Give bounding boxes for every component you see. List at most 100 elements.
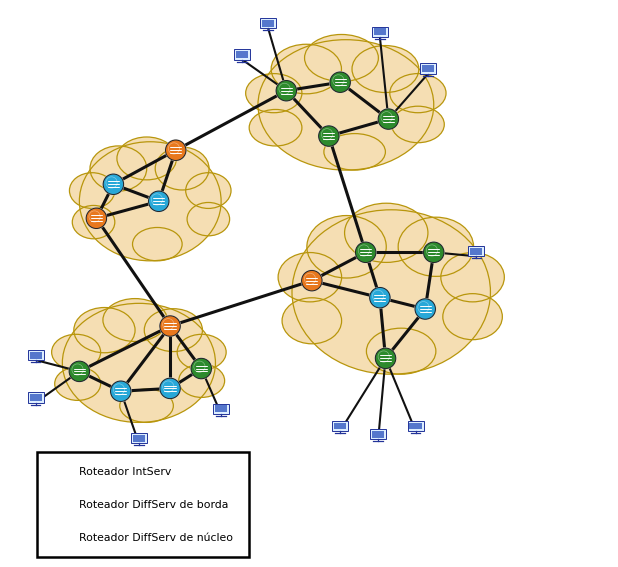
FancyBboxPatch shape [332, 421, 348, 431]
Ellipse shape [155, 147, 209, 190]
Circle shape [165, 139, 187, 161]
Circle shape [69, 361, 90, 382]
Ellipse shape [282, 298, 342, 344]
Ellipse shape [187, 202, 230, 236]
Circle shape [190, 358, 213, 379]
FancyBboxPatch shape [260, 18, 276, 28]
Circle shape [103, 174, 124, 195]
Circle shape [159, 378, 181, 399]
Circle shape [423, 242, 445, 263]
FancyBboxPatch shape [370, 429, 386, 439]
Circle shape [378, 108, 399, 130]
Ellipse shape [69, 173, 115, 209]
FancyBboxPatch shape [213, 404, 229, 414]
Circle shape [370, 287, 390, 308]
Circle shape [415, 299, 436, 319]
Ellipse shape [117, 137, 177, 180]
Circle shape [414, 298, 436, 320]
FancyBboxPatch shape [131, 433, 147, 443]
Circle shape [369, 287, 391, 308]
Ellipse shape [79, 142, 221, 261]
Text: Roteador DiffServ de núcleo: Roteador DiffServ de núcleo [79, 533, 234, 543]
Bar [422, 65, 434, 72]
Circle shape [86, 208, 106, 229]
Circle shape [69, 361, 90, 382]
Circle shape [148, 191, 170, 212]
FancyBboxPatch shape [37, 452, 250, 557]
Ellipse shape [144, 308, 203, 352]
Ellipse shape [72, 205, 115, 239]
Bar [334, 422, 346, 429]
Circle shape [375, 348, 396, 369]
Bar [372, 431, 384, 438]
Circle shape [301, 270, 323, 291]
Text: Roteador IntServ: Roteador IntServ [79, 467, 172, 477]
Bar [30, 352, 42, 358]
Circle shape [319, 126, 339, 146]
Bar [215, 405, 227, 412]
Circle shape [276, 81, 297, 101]
Circle shape [375, 348, 397, 369]
Circle shape [191, 358, 211, 379]
Bar [374, 28, 386, 35]
Text: Roteador DiffServ de borda: Roteador DiffServ de borda [79, 500, 229, 510]
Circle shape [423, 242, 444, 263]
Ellipse shape [103, 299, 167, 341]
Ellipse shape [132, 227, 182, 261]
Ellipse shape [390, 74, 446, 113]
Ellipse shape [62, 303, 216, 422]
Circle shape [275, 80, 297, 101]
Ellipse shape [179, 364, 224, 397]
Bar [409, 422, 422, 429]
FancyBboxPatch shape [420, 64, 436, 74]
FancyBboxPatch shape [28, 350, 44, 360]
Circle shape [54, 463, 71, 480]
Ellipse shape [345, 203, 428, 263]
Ellipse shape [441, 252, 504, 302]
Bar [236, 51, 248, 58]
Ellipse shape [324, 134, 386, 170]
FancyBboxPatch shape [28, 392, 44, 403]
Ellipse shape [271, 44, 342, 94]
Ellipse shape [352, 45, 419, 92]
FancyBboxPatch shape [408, 421, 423, 431]
Circle shape [160, 316, 180, 336]
Ellipse shape [366, 328, 436, 374]
Circle shape [53, 496, 72, 514]
Ellipse shape [307, 215, 386, 278]
Ellipse shape [246, 74, 302, 113]
Circle shape [111, 381, 131, 401]
Circle shape [302, 270, 322, 291]
Circle shape [103, 174, 124, 194]
Circle shape [329, 71, 351, 93]
Circle shape [355, 242, 376, 263]
Bar [262, 20, 274, 27]
Ellipse shape [443, 294, 502, 340]
Circle shape [54, 497, 71, 514]
Ellipse shape [52, 335, 101, 370]
Circle shape [160, 378, 180, 399]
Ellipse shape [398, 217, 473, 276]
FancyBboxPatch shape [234, 49, 250, 60]
Circle shape [330, 72, 350, 92]
Ellipse shape [258, 40, 434, 170]
Circle shape [318, 125, 340, 147]
Circle shape [110, 380, 132, 402]
Ellipse shape [90, 146, 146, 191]
Bar [470, 248, 483, 255]
Bar [133, 435, 145, 442]
Ellipse shape [120, 389, 173, 422]
Ellipse shape [55, 367, 101, 400]
Ellipse shape [292, 210, 491, 374]
Circle shape [159, 315, 181, 337]
Circle shape [378, 109, 399, 129]
Circle shape [53, 529, 72, 547]
Ellipse shape [278, 252, 342, 302]
Ellipse shape [74, 307, 135, 353]
Circle shape [85, 208, 108, 229]
Ellipse shape [185, 173, 231, 209]
Circle shape [355, 242, 377, 263]
FancyBboxPatch shape [372, 27, 388, 37]
Circle shape [166, 140, 186, 160]
Ellipse shape [305, 35, 378, 82]
